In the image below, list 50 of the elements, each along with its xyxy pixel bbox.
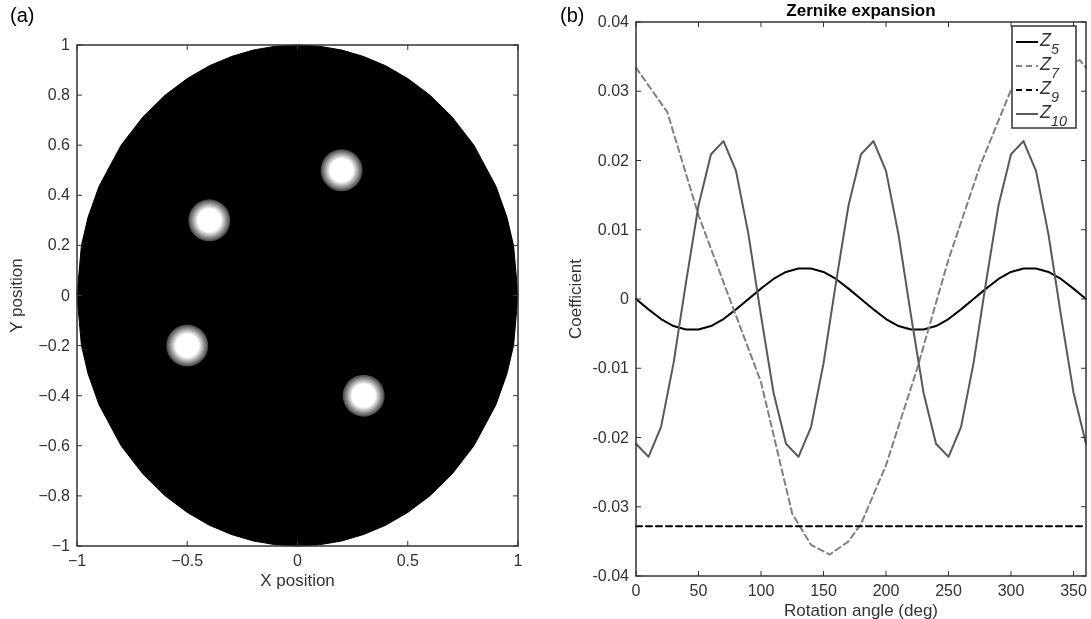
y-tick-label: 0.04 xyxy=(597,13,630,30)
y-tick-label: 1 xyxy=(61,36,71,53)
y-tick-label: −0.6 xyxy=(38,436,71,454)
y-tick-label: −0.2 xyxy=(38,336,71,354)
x-tick-label: −0.5 xyxy=(171,552,204,569)
text: (b) xyxy=(560,4,585,26)
y-tick-label: 0.8 xyxy=(47,86,71,104)
y-tick-label: −0.4 xyxy=(38,386,71,404)
y-tick-label: −1 xyxy=(51,537,71,554)
y-tick-label: 0.6 xyxy=(47,136,71,154)
legend-label: Z$_{9}$ xyxy=(1039,78,1060,105)
y-tick-label: 0.4 xyxy=(47,186,71,204)
y-axis-title: Y position xyxy=(7,258,26,333)
x-tick-label: 150 xyxy=(810,582,837,599)
chart-title: Zernike expansion xyxy=(786,1,936,20)
legend-label: Z$_{10}$ xyxy=(1039,102,1068,129)
line-series xyxy=(635,59,1087,556)
x-tick-label: 50 xyxy=(689,582,708,599)
line-series xyxy=(635,267,1087,331)
legend-label: Z$_{5}$ xyxy=(1039,30,1060,57)
y-axis-title: Coefficient xyxy=(566,258,585,340)
x-tick-label: 100 xyxy=(747,582,775,599)
y-tick-label: -0.04 xyxy=(592,567,630,584)
y-tick-label: 0.01 xyxy=(597,220,630,238)
x-tick-label: 350 xyxy=(1060,582,1087,599)
y-tick-label: 0.02 xyxy=(597,151,630,169)
y-tick-label: −0.8 xyxy=(38,486,71,504)
point xyxy=(166,324,209,367)
y-tick-label: 0 xyxy=(620,290,630,307)
x-axis-title: X position xyxy=(260,571,335,590)
text: (a) xyxy=(10,4,35,26)
line-series xyxy=(635,140,1087,458)
y-tick-label: -0.03 xyxy=(592,497,630,515)
x-tick-label: 1 xyxy=(513,552,523,569)
point xyxy=(320,149,363,192)
x-tick-label: 200 xyxy=(872,582,900,599)
y-tick-label: -0.02 xyxy=(592,428,630,446)
point xyxy=(188,199,231,242)
y-tick-label: 0.2 xyxy=(47,236,71,254)
x-tick-label: 0 xyxy=(631,582,641,599)
x-tick-label: 300 xyxy=(997,582,1025,599)
x-tick-label: 0 xyxy=(293,552,303,569)
x-axis-title: Rotation angle (deg) xyxy=(783,601,939,619)
legend-label: Z$_{7}$ xyxy=(1039,54,1060,81)
y-tick-label: 0 xyxy=(61,286,71,304)
y-tick-label: 0.03 xyxy=(597,82,630,100)
y-tick-label: -0.01 xyxy=(592,359,630,377)
point xyxy=(342,374,385,417)
x-tick-label: 250 xyxy=(935,582,962,599)
x-tick-label: 0.5 xyxy=(396,552,419,569)
